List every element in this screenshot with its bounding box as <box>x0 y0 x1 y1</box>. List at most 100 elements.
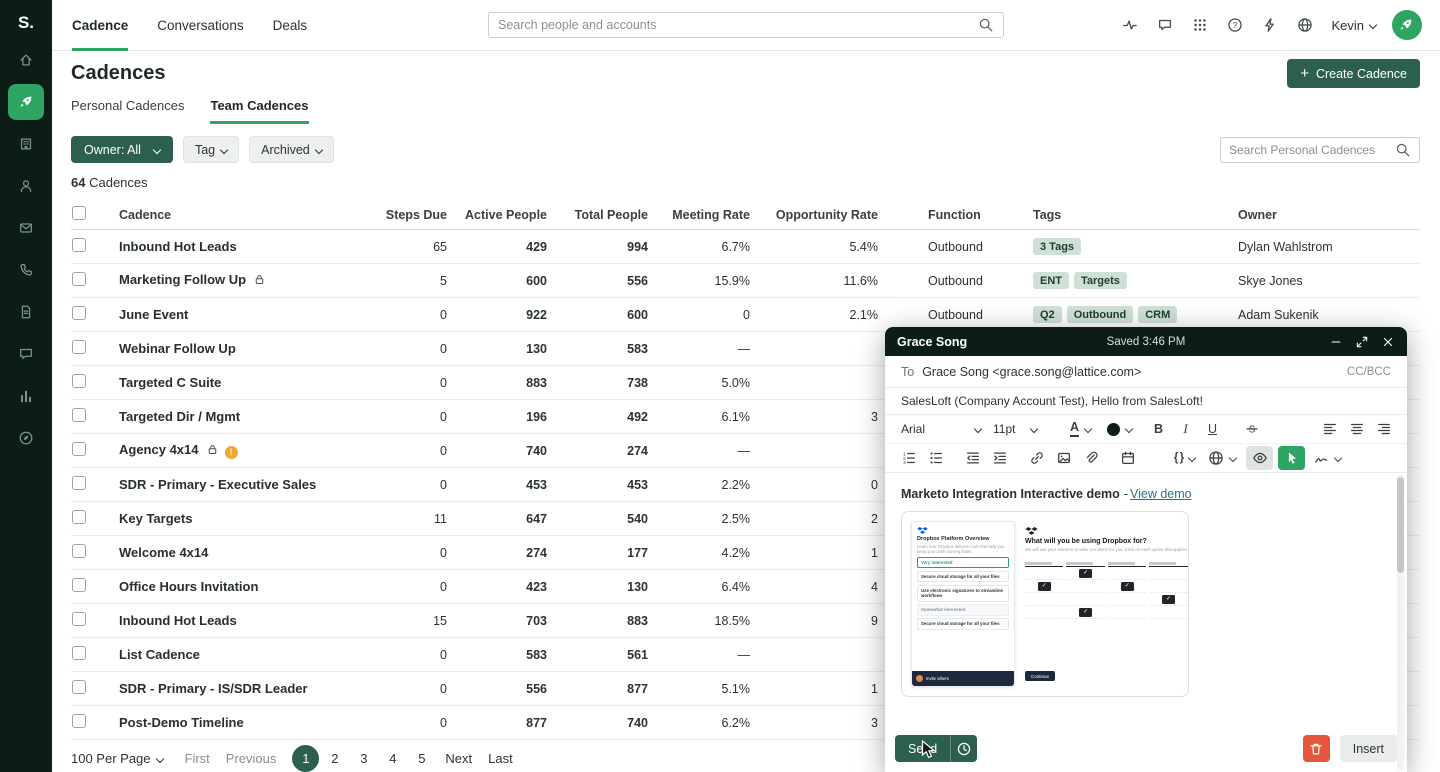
cadence-name-link[interactable]: List Cadence <box>119 647 200 662</box>
outdent-button[interactable] <box>959 446 986 470</box>
font-size-select[interactable]: 11pt <box>987 417 1043 441</box>
tag-pill[interactable]: Targets <box>1074 272 1127 289</box>
image-button[interactable] <box>1050 446 1077 470</box>
cadence-name-link[interactable]: Targeted Dir / Mgmt <box>119 409 241 424</box>
tag-pill[interactable]: Outbound <box>1066 306 1134 323</box>
cc-bcc-button[interactable]: CC/BCC <box>1346 365 1391 378</box>
row-checkbox[interactable] <box>72 646 86 660</box>
highlight-color-button[interactable] <box>1106 417 1134 441</box>
table-row[interactable]: Post-Demo Timeline 0 877 740 6.2% 3 <box>71 706 1420 740</box>
sidebar-item-building[interactable] <box>8 126 44 162</box>
cadence-search[interactable] <box>1220 136 1420 163</box>
table-row[interactable]: Targeted C Suite 0 883 738 5.0% <box>71 366 1420 400</box>
table-row[interactable]: Webinar Follow Up 0 130 583 — <box>71 332 1420 366</box>
global-search-input[interactable] <box>498 18 978 32</box>
signature-button[interactable] <box>1313 446 1343 470</box>
page-5-button[interactable]: 5 <box>418 751 426 766</box>
cadence-name-link[interactable]: Targeted C Suite <box>119 375 222 390</box>
table-row[interactable]: Targeted Dir / Mgmt 0 196 492 6.1% 3 <box>71 400 1420 434</box>
compose-body[interactable]: Marketo Integration Interactive demo - Vie… <box>885 473 1407 772</box>
apps-grid-icon[interactable] <box>1192 16 1210 34</box>
delete-draft-button[interactable] <box>1302 735 1330 762</box>
user-menu[interactable]: Kevin <box>1331 18 1378 33</box>
header-tags[interactable]: Tags <box>1033 207 1062 222</box>
expand-icon[interactable] <box>1355 335 1369 349</box>
row-checkbox[interactable] <box>72 442 86 456</box>
header-cadence[interactable]: Cadence <box>119 207 172 222</box>
create-cadence-button[interactable]: + Create Cadence <box>1287 59 1420 88</box>
page-3-button[interactable]: 3 <box>360 751 368 766</box>
close-icon[interactable] <box>1381 335 1395 349</box>
table-row[interactable]: Inbound Hot Leads 65 429 994 6.7% 5.4% Outboun… <box>71 230 1420 264</box>
cadence-name-link[interactable]: SDR - Primary - IS/SDR Leader <box>119 681 308 696</box>
archived-filter-button[interactable]: Archived <box>249 136 334 163</box>
per-page-select[interactable]: 100 Per Page <box>71 751 164 766</box>
table-row[interactable]: Inbound Hot Leads 15 703 883 18.5% 9 <box>71 604 1420 638</box>
row-checkbox[interactable] <box>72 408 86 422</box>
bullet-list-button[interactable] <box>922 446 949 470</box>
header-opportunity-rate[interactable]: Opportunity Rate <box>775 207 878 222</box>
table-row[interactable]: SDR - Primary - Executive Sales 0 453 453 2.… <box>71 468 1420 502</box>
table-row[interactable]: Key Targets 11 647 540 2.5% 2 <box>71 502 1420 536</box>
table-row[interactable]: Office Hours Invitation 0 423 130 6.4% 4 <box>71 570 1420 604</box>
sidebar-item-document[interactable] <box>8 294 44 330</box>
header-active-people[interactable]: Active People <box>465 207 547 222</box>
previous-page-button[interactable]: Previous <box>225 751 277 766</box>
cadence-name-link[interactable]: Marketing Follow Up <box>119 272 247 287</box>
row-checkbox[interactable] <box>72 612 86 626</box>
cadence-name-link[interactable]: Agency 4x14 <box>119 442 199 457</box>
sidebar-item-phone[interactable] <box>8 252 44 288</box>
minimize-icon[interactable] <box>1329 335 1343 349</box>
insert-button[interactable]: Insert <box>1339 735 1397 762</box>
align-left-button[interactable] <box>1316 417 1343 441</box>
last-page-button[interactable]: Last <box>488 751 513 766</box>
tag-pill[interactable]: Q2 <box>1033 306 1062 323</box>
nav-deals[interactable]: Deals <box>272 17 308 33</box>
cadence-name-link[interactable]: Key Targets <box>119 511 193 526</box>
interactive-demo-button[interactable] <box>1278 446 1305 470</box>
row-checkbox[interactable] <box>72 238 86 252</box>
italic-button[interactable]: I <box>1183 421 1188 436</box>
bold-button[interactable]: B <box>1153 422 1164 436</box>
link-button[interactable] <box>1023 446 1050 470</box>
row-checkbox[interactable] <box>72 714 86 728</box>
calendar-button[interactable] <box>1114 446 1141 470</box>
tab-team-cadences[interactable]: Team Cadences <box>210 98 309 124</box>
subject-row[interactable]: SalesLoft (Company Account Test), Hello … <box>885 388 1407 415</box>
page-2-button[interactable]: 2 <box>331 751 339 766</box>
align-center-button[interactable] <box>1343 417 1370 441</box>
cadence-name-link[interactable]: SDR - Primary - Executive Sales <box>119 477 317 492</box>
global-search[interactable] <box>488 12 1004 38</box>
cadence-name-link[interactable]: Post-Demo Timeline <box>119 715 244 730</box>
tag-pill[interactable]: 3 Tags <box>1033 238 1082 255</box>
header-function[interactable]: Function <box>928 207 981 222</box>
header-total-people[interactable]: Total People <box>574 207 648 222</box>
tag-pill[interactable]: ENT <box>1033 272 1069 289</box>
tag-filter-button[interactable]: Tag <box>182 136 240 163</box>
view-demo-link[interactable]: View demo <box>1129 487 1192 501</box>
align-right-button[interactable] <box>1370 417 1397 441</box>
header-meeting-rate[interactable]: Meeting Rate <box>672 207 750 222</box>
compose-header[interactable]: Saved 3:46 PM Grace Song <box>885 327 1407 356</box>
sidebar-item-bar-chart[interactable] <box>8 378 44 414</box>
header-steps-due[interactable]: Steps Due <box>385 207 447 222</box>
sidebar-item-home[interactable] <box>8 42 44 78</box>
nav-conversations[interactable]: Conversations <box>157 17 244 33</box>
owner-filter-button[interactable]: Owner: All <box>71 136 173 163</box>
recipient-row[interactable]: To Grace Song <grace.song@lattice.com> C… <box>885 356 1407 388</box>
table-row[interactable]: Agency 4x14! 0 740 274 — <box>71 434 1420 468</box>
table-row[interactable]: List Cadence 0 583 561 — <box>71 638 1420 672</box>
cadence-name-link[interactable]: Office Hours Invitation <box>119 579 259 594</box>
lightning-icon[interactable] <box>1262 16 1280 34</box>
row-checkbox[interactable] <box>72 476 86 490</box>
cadence-name-link[interactable]: Inbound Hot Leads <box>119 239 237 254</box>
row-checkbox[interactable] <box>72 306 86 320</box>
dynamic-fields-button[interactable]: { } <box>1171 446 1198 470</box>
first-page-button[interactable]: First <box>184 751 210 766</box>
page-4-button[interactable]: 4 <box>389 751 397 766</box>
strikethrough-button[interactable]: S <box>1238 417 1265 441</box>
next-page-button[interactable]: Next <box>445 751 473 766</box>
compose-scrollbar-track[interactable] <box>1397 475 1404 770</box>
row-checkbox[interactable] <box>72 680 86 694</box>
table-row[interactable]: SDR - Primary - IS/SDR Leader 0 556 877 5.1%… <box>71 672 1420 706</box>
